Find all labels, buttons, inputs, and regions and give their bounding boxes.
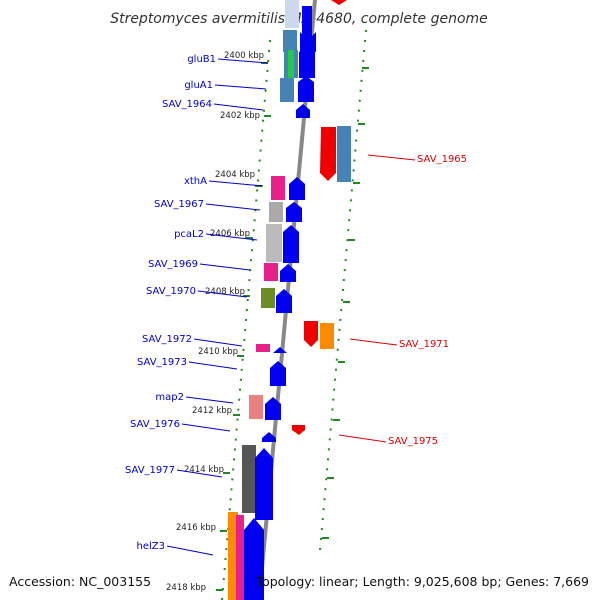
feature-glua1	[280, 78, 294, 102]
gene-label-sav1965[interactable]: SAV_1965	[417, 154, 467, 165]
tick-label-2402: 2402 kbp	[220, 111, 260, 121]
tick-label-2416: 2416 kbp	[176, 523, 216, 533]
gene-arrow-sav1969	[280, 264, 296, 282]
gene-arrow-xtha	[289, 177, 305, 200]
right-leaders	[338, 154, 416, 443]
gene-label-sav1969[interactable]: SAV_1969	[148, 259, 198, 270]
reverse-genes	[292, 0, 347, 435]
gene-arrow-map2	[265, 397, 281, 420]
gene-arrow-sav1972	[273, 347, 287, 353]
gene-arrow-sav1971	[304, 321, 318, 347]
right-gene-labels: SAV_1965 SAV_1971 SAV_1975	[388, 154, 467, 447]
feature-sav1967	[269, 202, 283, 222]
feature-sav1965-steel	[337, 126, 351, 182]
gene-arrow-sav1976	[262, 432, 276, 442]
tick-label-2414: 2414 kbp	[184, 465, 224, 475]
feature-helz3-orange	[228, 512, 238, 600]
gene-label-glub1[interactable]: gluB1	[187, 54, 216, 65]
gene-arrow-sav1975	[292, 425, 305, 435]
accession-text: Accession: NC_003155	[9, 574, 151, 589]
gene-arrow-glua1	[298, 76, 314, 102]
tick-label-2400: 2400 kbp	[224, 51, 264, 61]
gene-arrow-glub1-a	[300, 32, 316, 52]
gene-label-sav1976[interactable]: SAV_1976	[130, 419, 180, 430]
gene-label-sav1973[interactable]: SAV_1973	[137, 357, 187, 368]
feature-sav1970	[261, 288, 275, 308]
feature-glub1-green	[288, 50, 294, 78]
left-leaders	[166, 58, 269, 556]
gene-label-helz3[interactable]: helZ3	[137, 541, 165, 552]
forward-genes	[244, 6, 316, 600]
feature-helz3-pink	[236, 515, 244, 600]
gene-label-map2[interactable]: map2	[155, 392, 184, 403]
feature-map2	[249, 395, 263, 419]
gene-label-sav1967[interactable]: SAV_1967	[154, 199, 204, 210]
feature-xtha	[271, 176, 285, 200]
gene-arrow-sav1970	[276, 289, 292, 313]
gene-arrow-pcal2	[283, 225, 299, 263]
gene-label-sav1977[interactable]: SAV_1977	[125, 465, 175, 476]
feature-sav1971-orange	[320, 323, 334, 349]
guide-lines	[221, 29, 367, 600]
gene-arrow-sav1964	[296, 104, 310, 118]
gene-arrow-helz3	[244, 518, 264, 600]
gene-label-glua1[interactable]: gluA1	[184, 80, 213, 91]
tick-label-2418: 2418 kbp	[166, 583, 206, 593]
gene-arrow-sav1977	[255, 448, 273, 520]
feature-blocks	[228, 0, 351, 600]
gene-arrow-sav1967	[286, 202, 302, 222]
tick-label-2408: 2408 kbp	[205, 287, 245, 297]
tick-label-2406: 2406 kbp	[210, 229, 250, 239]
feature-sav1977	[242, 445, 256, 513]
gene-label-sav1972[interactable]: SAV_1972	[142, 334, 192, 345]
feature-sav1969	[264, 263, 278, 281]
gene-label-sav1975[interactable]: SAV_1975	[388, 436, 438, 447]
feature-glub1-region	[283, 30, 297, 52]
feature-sav1972	[256, 344, 270, 352]
gene-label-pcal2[interactable]: pcaL2	[174, 229, 204, 240]
left-gene-labels: gluB1 gluA1 SAV_1964 xthA SAV_1967 pcaL2…	[125, 54, 216, 552]
gene-arrow-reverse-top	[331, 0, 347, 5]
gene-arrow-sav1965	[320, 127, 336, 181]
genome-summary-text: Topology: linear; Length: 9,025,608 bp; …	[256, 574, 589, 589]
gene-label-sav1970[interactable]: SAV_1970	[146, 286, 196, 297]
gene-arrow-sav1973	[270, 361, 286, 386]
gene-label-sav1971[interactable]: SAV_1971	[399, 339, 449, 350]
gene-arrow-glub1-b	[299, 46, 315, 78]
tick-label-2410: 2410 kbp	[198, 347, 238, 357]
gene-label-sav1964[interactable]: SAV_1964	[162, 99, 212, 110]
tick-label-2412: 2412 kbp	[192, 406, 232, 416]
feature-pcal2	[266, 224, 282, 262]
tick-marks	[216, 62, 369, 591]
feature-top-pale	[285, 0, 299, 28]
kbp-ticks: 2400 kbp 2402 kbp 2404 kbp 2406 kbp 2408…	[166, 51, 264, 593]
gene-label-xtha[interactable]: xthA	[184, 176, 207, 187]
tick-label-2404: 2404 kbp	[215, 170, 255, 180]
